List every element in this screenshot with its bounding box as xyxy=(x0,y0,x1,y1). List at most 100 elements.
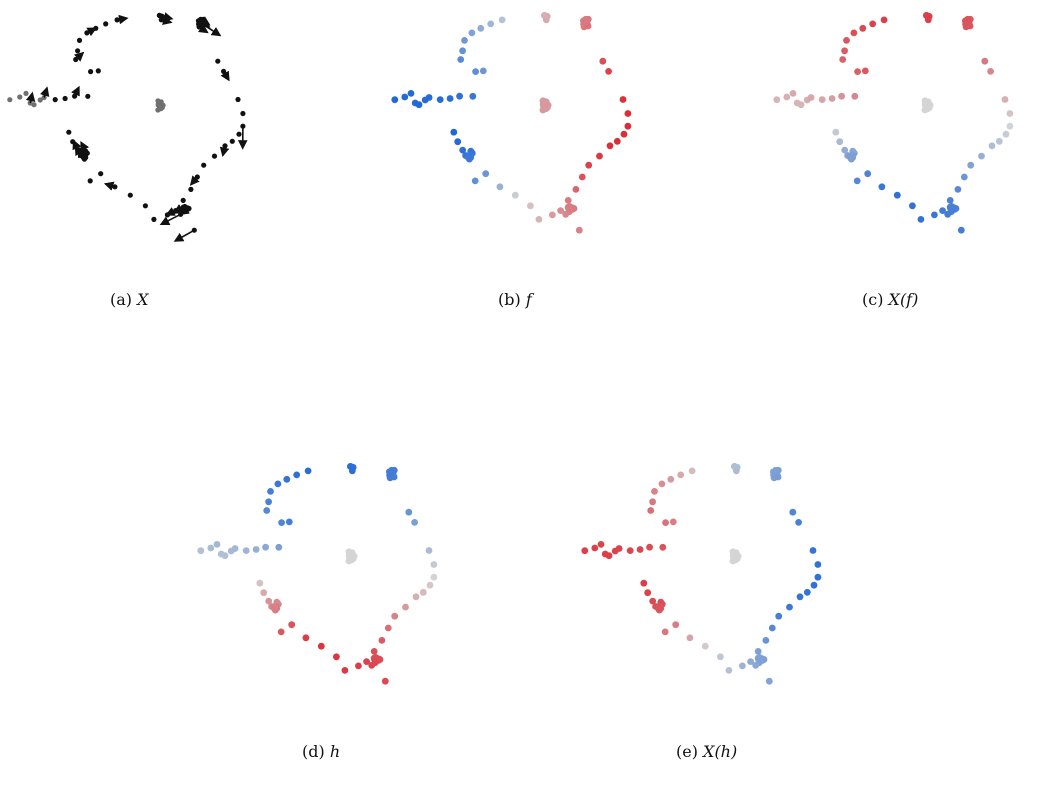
xh-value-point xyxy=(667,475,675,483)
h-value-point xyxy=(207,544,215,552)
h-value-point xyxy=(390,473,398,481)
f-value-point xyxy=(446,95,454,102)
xf-value-point xyxy=(853,177,861,185)
function-f-plot xyxy=(391,12,632,234)
xh-value-point xyxy=(686,634,694,642)
h-value-point xyxy=(372,654,380,661)
xf-value-point xyxy=(917,216,925,223)
xf-value-point xyxy=(981,57,989,65)
xh-value-point xyxy=(803,588,811,596)
vector-field-point xyxy=(87,178,93,184)
xh-value-point xyxy=(636,546,644,553)
xf-value-point xyxy=(988,142,996,150)
h-value-point xyxy=(293,471,301,479)
vector-arrow xyxy=(40,86,50,98)
h-value-point xyxy=(430,573,438,581)
f-value-point xyxy=(401,93,409,101)
vector-field-point xyxy=(66,129,72,135)
panel-b-function-f xyxy=(390,5,632,245)
xh-value-point xyxy=(774,473,782,481)
h-value-point xyxy=(349,555,357,562)
xf-value-point xyxy=(909,202,916,210)
h-value-point xyxy=(213,541,221,548)
h-value-point xyxy=(260,589,268,597)
f-value-point xyxy=(599,57,607,65)
f-value-point xyxy=(527,202,534,210)
h-value-point xyxy=(277,628,285,636)
xh-value-point xyxy=(597,541,605,548)
f-value-point xyxy=(596,152,603,160)
f-value-point xyxy=(541,12,548,19)
caption-b: (b) f xyxy=(498,290,532,309)
xh-value-point xyxy=(810,581,818,589)
h-value-point xyxy=(278,519,285,526)
caption-a: (a) X xyxy=(110,290,149,309)
xh-value-point xyxy=(688,467,696,475)
h-value-point xyxy=(402,603,409,611)
xf-value-point xyxy=(841,146,849,154)
xf-value-point xyxy=(944,210,952,218)
caption-d: (d) h xyxy=(302,742,340,761)
f-value-point xyxy=(457,56,465,63)
vector-field-point xyxy=(88,69,94,75)
f-value-point xyxy=(472,68,479,75)
vector-arrow xyxy=(25,91,36,104)
xh-value-point xyxy=(651,488,658,495)
xf-value-point xyxy=(946,197,954,204)
xh-value-point xyxy=(814,561,822,568)
f-value-point xyxy=(557,207,564,215)
xf-value-point xyxy=(850,29,858,37)
f-value-point xyxy=(415,101,423,109)
xh-value-point xyxy=(626,547,634,554)
h-value-point xyxy=(381,677,389,685)
h-value-point xyxy=(317,642,325,650)
caption-c-math: X(f) xyxy=(888,290,919,309)
f-value-point xyxy=(624,122,632,130)
xf-value-point xyxy=(923,12,930,19)
f-value-point xyxy=(461,37,468,44)
caption-e-label: (e) xyxy=(676,742,698,761)
caption-e-math: X(h) xyxy=(703,742,738,761)
h-value-point xyxy=(256,579,264,587)
xh-value-point xyxy=(765,677,773,685)
vector-arrow xyxy=(159,213,182,226)
h-value-point xyxy=(285,518,293,526)
vector-field-point xyxy=(75,48,81,54)
xh-value-point xyxy=(649,597,657,605)
f-value-point xyxy=(585,161,593,169)
vector-field-point xyxy=(240,110,246,117)
xh-value-point xyxy=(701,642,709,650)
panel-c-xf xyxy=(772,5,1014,245)
xh-value-point xyxy=(752,661,760,669)
h-value-point xyxy=(412,593,420,601)
xh-value-point xyxy=(644,589,652,597)
caption-b-math: f xyxy=(525,290,532,309)
vector-field-point xyxy=(182,203,188,210)
xf-value-point xyxy=(869,20,877,28)
f-value-point xyxy=(542,98,550,106)
f-value-point xyxy=(613,137,621,145)
vector-arrow xyxy=(73,51,85,62)
xf-value-point xyxy=(864,170,872,178)
h-value-point xyxy=(370,648,378,655)
xf-value-point xyxy=(843,37,850,44)
f-value-point xyxy=(450,128,458,136)
h-value-point xyxy=(304,467,312,475)
h-value-point xyxy=(348,549,356,557)
f-value-point xyxy=(454,138,462,146)
h-value-point xyxy=(391,612,399,620)
vector-field-point xyxy=(156,12,163,19)
xh-value-point xyxy=(725,667,733,674)
f-value-point xyxy=(624,110,632,117)
vector-field-point xyxy=(98,171,104,177)
vector-field-point xyxy=(211,153,218,159)
xh-value-point xyxy=(786,603,793,611)
xf-value-point xyxy=(839,56,847,63)
vector-arrow xyxy=(173,204,184,214)
f-value-point xyxy=(459,47,466,55)
h-value-point xyxy=(197,547,205,555)
vector-field-point xyxy=(235,96,241,103)
f-value-point xyxy=(496,183,504,191)
f-value-point xyxy=(468,29,476,37)
xh-value-point xyxy=(809,547,817,554)
